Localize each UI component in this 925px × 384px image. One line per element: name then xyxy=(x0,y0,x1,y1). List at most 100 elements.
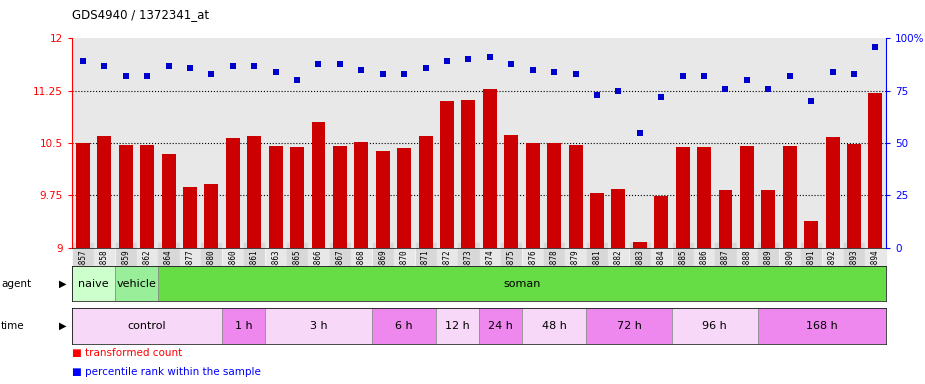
Text: 1 h: 1 h xyxy=(235,321,253,331)
Point xyxy=(397,71,412,77)
Text: 6 h: 6 h xyxy=(395,321,413,331)
Bar xyxy=(654,196,668,248)
Point xyxy=(547,69,561,75)
Bar xyxy=(804,221,818,248)
Point xyxy=(182,65,197,71)
Bar xyxy=(437,308,479,344)
Bar xyxy=(611,189,625,248)
Bar xyxy=(265,308,372,344)
Point xyxy=(525,67,540,73)
Point xyxy=(268,69,283,75)
Bar xyxy=(118,145,132,248)
Bar xyxy=(479,308,522,344)
Bar xyxy=(586,308,672,344)
Text: ▶: ▶ xyxy=(59,321,67,331)
Bar xyxy=(697,147,711,248)
Bar xyxy=(141,145,154,248)
Bar xyxy=(675,147,690,248)
Bar xyxy=(72,308,222,344)
Text: 96 h: 96 h xyxy=(702,321,727,331)
Bar xyxy=(548,143,561,248)
Point xyxy=(483,54,498,60)
Bar xyxy=(333,146,347,248)
Bar xyxy=(397,148,411,248)
Point xyxy=(654,94,669,100)
Text: ▶: ▶ xyxy=(59,279,67,289)
Bar xyxy=(740,146,754,248)
Bar xyxy=(183,187,197,248)
Bar xyxy=(204,184,218,248)
Point xyxy=(204,71,219,77)
Bar xyxy=(115,266,158,301)
Bar xyxy=(222,308,265,344)
Text: 3 h: 3 h xyxy=(310,321,327,331)
Text: 168 h: 168 h xyxy=(806,321,838,331)
Point xyxy=(675,73,690,79)
Text: ■ percentile rank within the sample: ■ percentile rank within the sample xyxy=(72,367,261,377)
Bar xyxy=(440,101,454,248)
Bar xyxy=(372,308,437,344)
Bar xyxy=(376,151,389,248)
Point xyxy=(461,56,475,63)
Bar xyxy=(633,242,647,248)
Text: 72 h: 72 h xyxy=(617,321,642,331)
Bar xyxy=(590,192,604,248)
Bar xyxy=(268,146,283,248)
Point xyxy=(633,129,648,136)
Bar xyxy=(847,144,861,248)
Point xyxy=(332,60,347,66)
Bar xyxy=(758,308,886,344)
Text: GDS4940 / 1372341_at: GDS4940 / 1372341_at xyxy=(72,8,209,21)
Bar xyxy=(290,147,304,248)
Bar xyxy=(719,190,733,248)
Bar xyxy=(483,89,497,248)
Point xyxy=(804,98,819,104)
Text: control: control xyxy=(128,321,166,331)
Text: agent: agent xyxy=(1,279,31,289)
Bar xyxy=(672,308,758,344)
Bar xyxy=(783,146,796,248)
Text: 48 h: 48 h xyxy=(542,321,566,331)
Bar xyxy=(869,93,882,248)
Bar xyxy=(76,143,90,248)
Point xyxy=(418,65,433,71)
Bar xyxy=(312,122,326,248)
Point xyxy=(611,88,626,94)
Bar xyxy=(826,137,840,248)
Point xyxy=(718,86,733,92)
Point xyxy=(739,77,754,83)
Bar xyxy=(354,142,368,248)
Bar xyxy=(522,308,586,344)
Point xyxy=(226,63,240,69)
Bar xyxy=(247,136,261,248)
Point xyxy=(504,60,519,66)
Point xyxy=(868,44,882,50)
Point xyxy=(290,77,304,83)
Text: time: time xyxy=(1,321,25,331)
Point xyxy=(354,67,369,73)
Bar xyxy=(569,145,583,248)
Point xyxy=(589,92,604,98)
Point xyxy=(376,71,390,77)
Point xyxy=(439,58,454,65)
Point xyxy=(846,71,861,77)
Text: naive: naive xyxy=(79,279,109,289)
Point xyxy=(568,71,583,77)
Point xyxy=(825,69,840,75)
Bar xyxy=(158,266,886,301)
Text: 24 h: 24 h xyxy=(488,321,513,331)
Bar xyxy=(504,135,518,248)
Bar xyxy=(462,100,475,248)
Bar xyxy=(162,154,176,248)
Point xyxy=(97,63,112,69)
Bar xyxy=(419,136,433,248)
Bar xyxy=(97,136,111,248)
Point xyxy=(118,73,133,79)
Point xyxy=(140,73,154,79)
Point xyxy=(161,63,176,69)
Bar xyxy=(226,138,240,248)
Bar xyxy=(525,143,539,248)
Text: ■ transformed count: ■ transformed count xyxy=(72,348,182,358)
Point xyxy=(247,63,262,69)
Bar xyxy=(761,190,775,248)
